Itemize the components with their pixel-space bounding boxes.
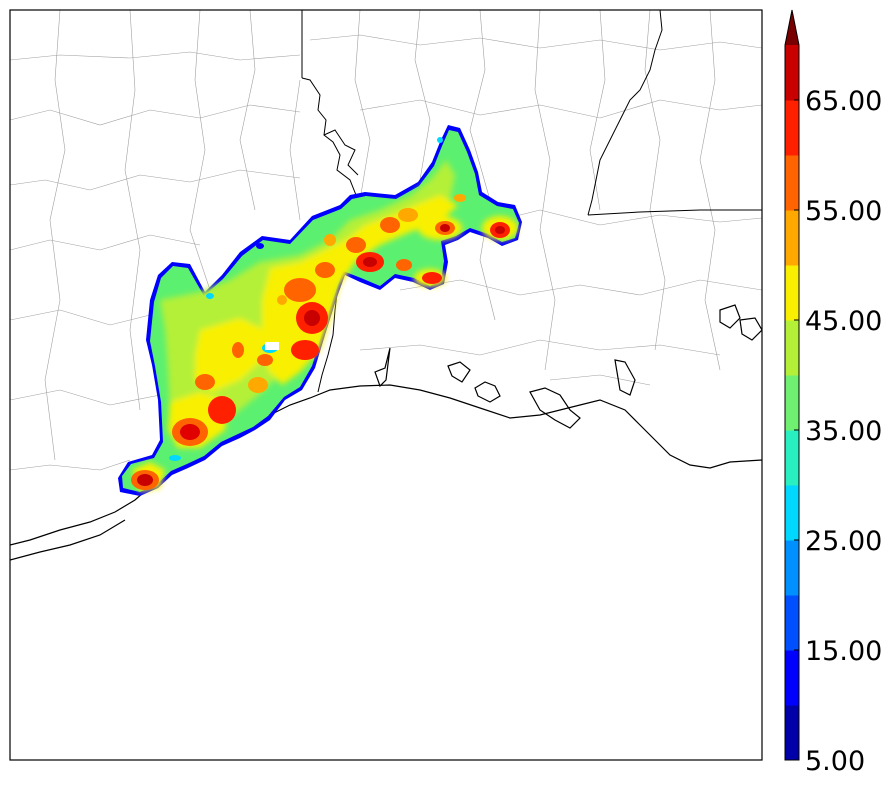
colorbar: 5.00 15.00 25.00 35.00 45.00 55.00 65.00 <box>784 9 882 777</box>
colorbar-segment <box>785 155 799 211</box>
reflectivity-field <box>118 125 522 496</box>
map-area <box>10 10 762 760</box>
colorbar-segment <box>785 375 799 431</box>
colorbar-tick-label: 65.00 <box>805 86 882 117</box>
colorbar-segment <box>785 45 799 101</box>
colorbar-segment <box>785 540 799 596</box>
echo-gap <box>265 342 279 350</box>
colorbar-segment <box>785 100 799 156</box>
map-frame <box>9 9 763 761</box>
colorbar-segment <box>785 430 799 486</box>
colorbar-segment <box>785 595 799 651</box>
colorbar-segment <box>785 485 799 541</box>
colorbar-tick-label: 15.00 <box>805 636 882 667</box>
colorbar-segment <box>785 650 799 706</box>
colorbar-tick-label: 45.00 <box>805 306 882 337</box>
colorbar-segment <box>785 210 799 266</box>
colorbar-tick-label: 25.00 <box>805 526 882 557</box>
county-boundaries <box>10 10 762 471</box>
state-boundaries <box>301 10 762 393</box>
echo-blue-speckle <box>256 243 264 249</box>
colorbar-tick-label: 5.00 <box>805 746 865 777</box>
colorbar-segment <box>785 320 799 376</box>
colorbar-tick-label: 35.00 <box>805 416 882 447</box>
colorbar-segment <box>785 705 799 761</box>
colorbar-tick-label: 55.00 <box>805 196 882 227</box>
colorbar-extend-arrow <box>785 10 799 45</box>
echo-heavy-cells <box>131 194 510 490</box>
colorbar-segment <box>785 265 799 321</box>
